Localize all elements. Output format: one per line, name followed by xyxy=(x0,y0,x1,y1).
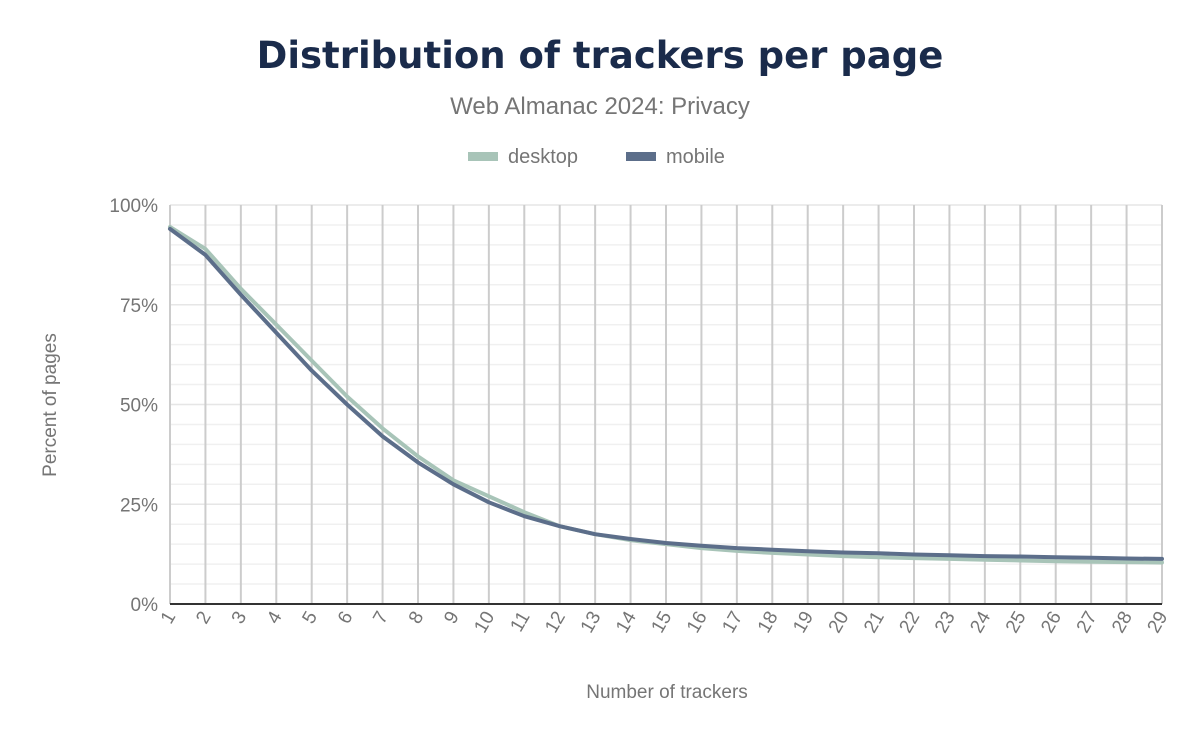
x-tick-label: 26 xyxy=(1037,608,1066,637)
x-tick-label: 17 xyxy=(718,608,747,637)
x-tick-label: 25 xyxy=(1002,608,1031,637)
x-tick-label: 20 xyxy=(825,608,854,637)
x-tick-label: 2 xyxy=(192,608,215,628)
x-tick-label: 12 xyxy=(541,608,570,637)
series-line-mobile xyxy=(168,226,1164,561)
y-tick-label: 25% xyxy=(120,495,158,516)
x-axis-ticks: 1 2 3 4 5 6 7 8 9 10 11 12 13 14 15 16 17 18 19 20 21 22 23 24 2… xyxy=(157,608,1172,637)
grid xyxy=(169,204,1163,605)
x-tick-label: 16 xyxy=(683,608,712,637)
x-tick-label: 28 xyxy=(1108,608,1137,637)
x-tick-label: 15 xyxy=(648,608,677,637)
y-axis-ticks: 0% 25% 50% 75% 100% xyxy=(109,196,158,616)
x-tick-label: 1 xyxy=(157,608,180,628)
legend-label-mobile: mobile xyxy=(666,146,725,168)
x-tick-label: 14 xyxy=(612,608,641,637)
x-tick-label: 23 xyxy=(931,608,960,637)
x-tick-label: 19 xyxy=(789,608,818,637)
x-tick-label: 18 xyxy=(754,608,783,637)
x-axis-label: Number of trackers xyxy=(586,682,748,703)
y-tick-label: 50% xyxy=(120,396,158,417)
x-tick-label: 13 xyxy=(577,608,606,637)
x-tick-label: 24 xyxy=(966,608,995,637)
x-tick-label: 9 xyxy=(440,608,463,628)
chart-subtitle: Web Almanac 2024: Privacy xyxy=(450,93,750,120)
x-tick-label: 21 xyxy=(860,608,889,637)
x-tick-label: 5 xyxy=(299,608,322,628)
chart-title: Distribution of trackers per page xyxy=(257,34,944,77)
x-tick-label: 11 xyxy=(507,608,535,636)
legend-label-desktop: desktop xyxy=(508,146,578,168)
x-tick-label: 3 xyxy=(228,608,251,628)
x-tick-label: 29 xyxy=(1144,608,1173,637)
y-tick-label: 0% xyxy=(131,595,159,616)
legend: desktop mobile xyxy=(468,146,725,168)
y-axis-label: Percent of pages xyxy=(40,333,61,477)
series-lines xyxy=(168,224,1164,565)
y-tick-label: 100% xyxy=(109,196,158,217)
x-tick-label: 7 xyxy=(369,608,392,628)
x-tick-label: 22 xyxy=(896,608,925,637)
legend-swatch-desktop xyxy=(468,152,498,161)
x-tick-label: 8 xyxy=(405,608,428,628)
x-tick-label: 27 xyxy=(1073,608,1102,637)
x-tick-label: 10 xyxy=(470,608,499,637)
x-tick-label: 6 xyxy=(334,608,357,628)
y-tick-label: 75% xyxy=(120,296,158,317)
x-tick-label: 4 xyxy=(263,608,287,628)
legend-swatch-mobile xyxy=(626,152,656,161)
